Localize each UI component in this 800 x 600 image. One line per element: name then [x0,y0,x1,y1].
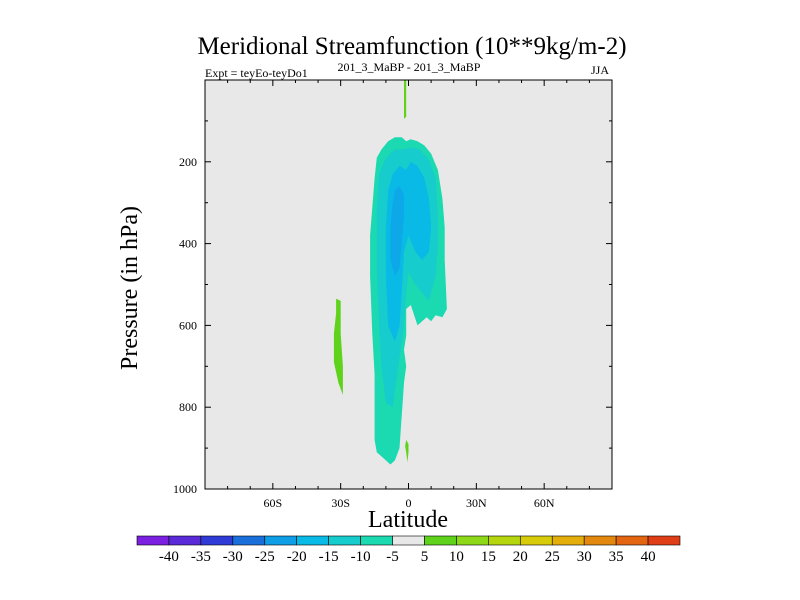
x-tick-label: 60N [534,496,555,510]
colorbar-label: -40 [159,549,179,565]
colorbar-label: -5 [386,549,399,565]
y-tick-label: 1000 [173,482,197,496]
colorbar-label: 5 [421,549,429,565]
y-tick-label: 800 [179,400,197,414]
colorbar-swatch [488,535,521,546]
colorbar-label: 30 [577,549,592,565]
colorbar-swatch [647,535,681,546]
colorbar-label: -25 [255,549,275,565]
colorbar-label: -20 [287,549,307,565]
x-tick-label: 30N [466,496,487,510]
colorbar-swatch [296,535,329,546]
colorbar-swatch [168,535,202,546]
colorbar-swatch [392,535,425,546]
colorbar: -40 -35 -30 -25 -20 -15 -10 -5 5 10 15 20 25 30 35 40 [136,535,681,565]
colorbar-label: -35 [191,549,211,565]
contour-region-positive-top-patch [404,80,407,119]
x-axis-label: Latitude [368,507,448,533]
colorbar-label: -10 [351,549,371,565]
colorbar-swatch [136,535,170,546]
y-tick-label: 600 [179,318,197,332]
x-tick-label: 30S [331,496,350,510]
colorbar-swatch [200,535,234,546]
colorbar-swatch [264,535,298,546]
colorbar-swatch [424,535,457,546]
experiment-label: Expt = teyEo-teyDo1 [205,66,308,80]
colorbar-swatch [328,535,361,546]
y-tick-label: 400 [179,237,197,251]
colorbar-swatch [232,535,266,546]
colorbar-label: 15 [481,549,496,565]
colorbar-label: -15 [319,549,339,565]
colorbar-label: 35 [609,549,624,565]
x-axis-ticks: 60S 30S 0 30N 60N [227,80,590,510]
colorbar-label: 25 [545,549,560,565]
colorbar-swatch [583,535,617,546]
contour-region-positive-left-patch [333,298,343,395]
colorbar-swatch [519,535,553,546]
colorbar-label: 10 [449,549,464,565]
x-tick-label: 60S [263,496,282,510]
colorbar-swatch [615,535,649,546]
x-tick-label: 0 [406,496,412,510]
y-axis-label: Pressure (in hPa) [117,206,143,370]
colorbar-swatch [360,535,393,546]
y-axis-ticks: 200 400 600 800 1000 [173,120,612,496]
contour-region-negative-cell-center [390,186,404,277]
season-label: JJA [591,63,609,77]
colorbar-label: 20 [513,549,528,565]
contour-region-positive-bottom-patch [405,439,409,463]
colorbar-label: 40 [641,549,656,565]
y-tick-label: 200 [179,155,197,169]
colorbar-swatch [551,535,585,546]
colorbar-label: -30 [223,549,243,565]
colorbar-swatch [456,535,489,546]
contour-regions [333,80,447,465]
comparison-label: 201_3_MaBP - 201_3_MaBP [338,60,481,74]
chart-title: Meridional Streamfunction (10**9kg/m-2) [197,33,626,60]
